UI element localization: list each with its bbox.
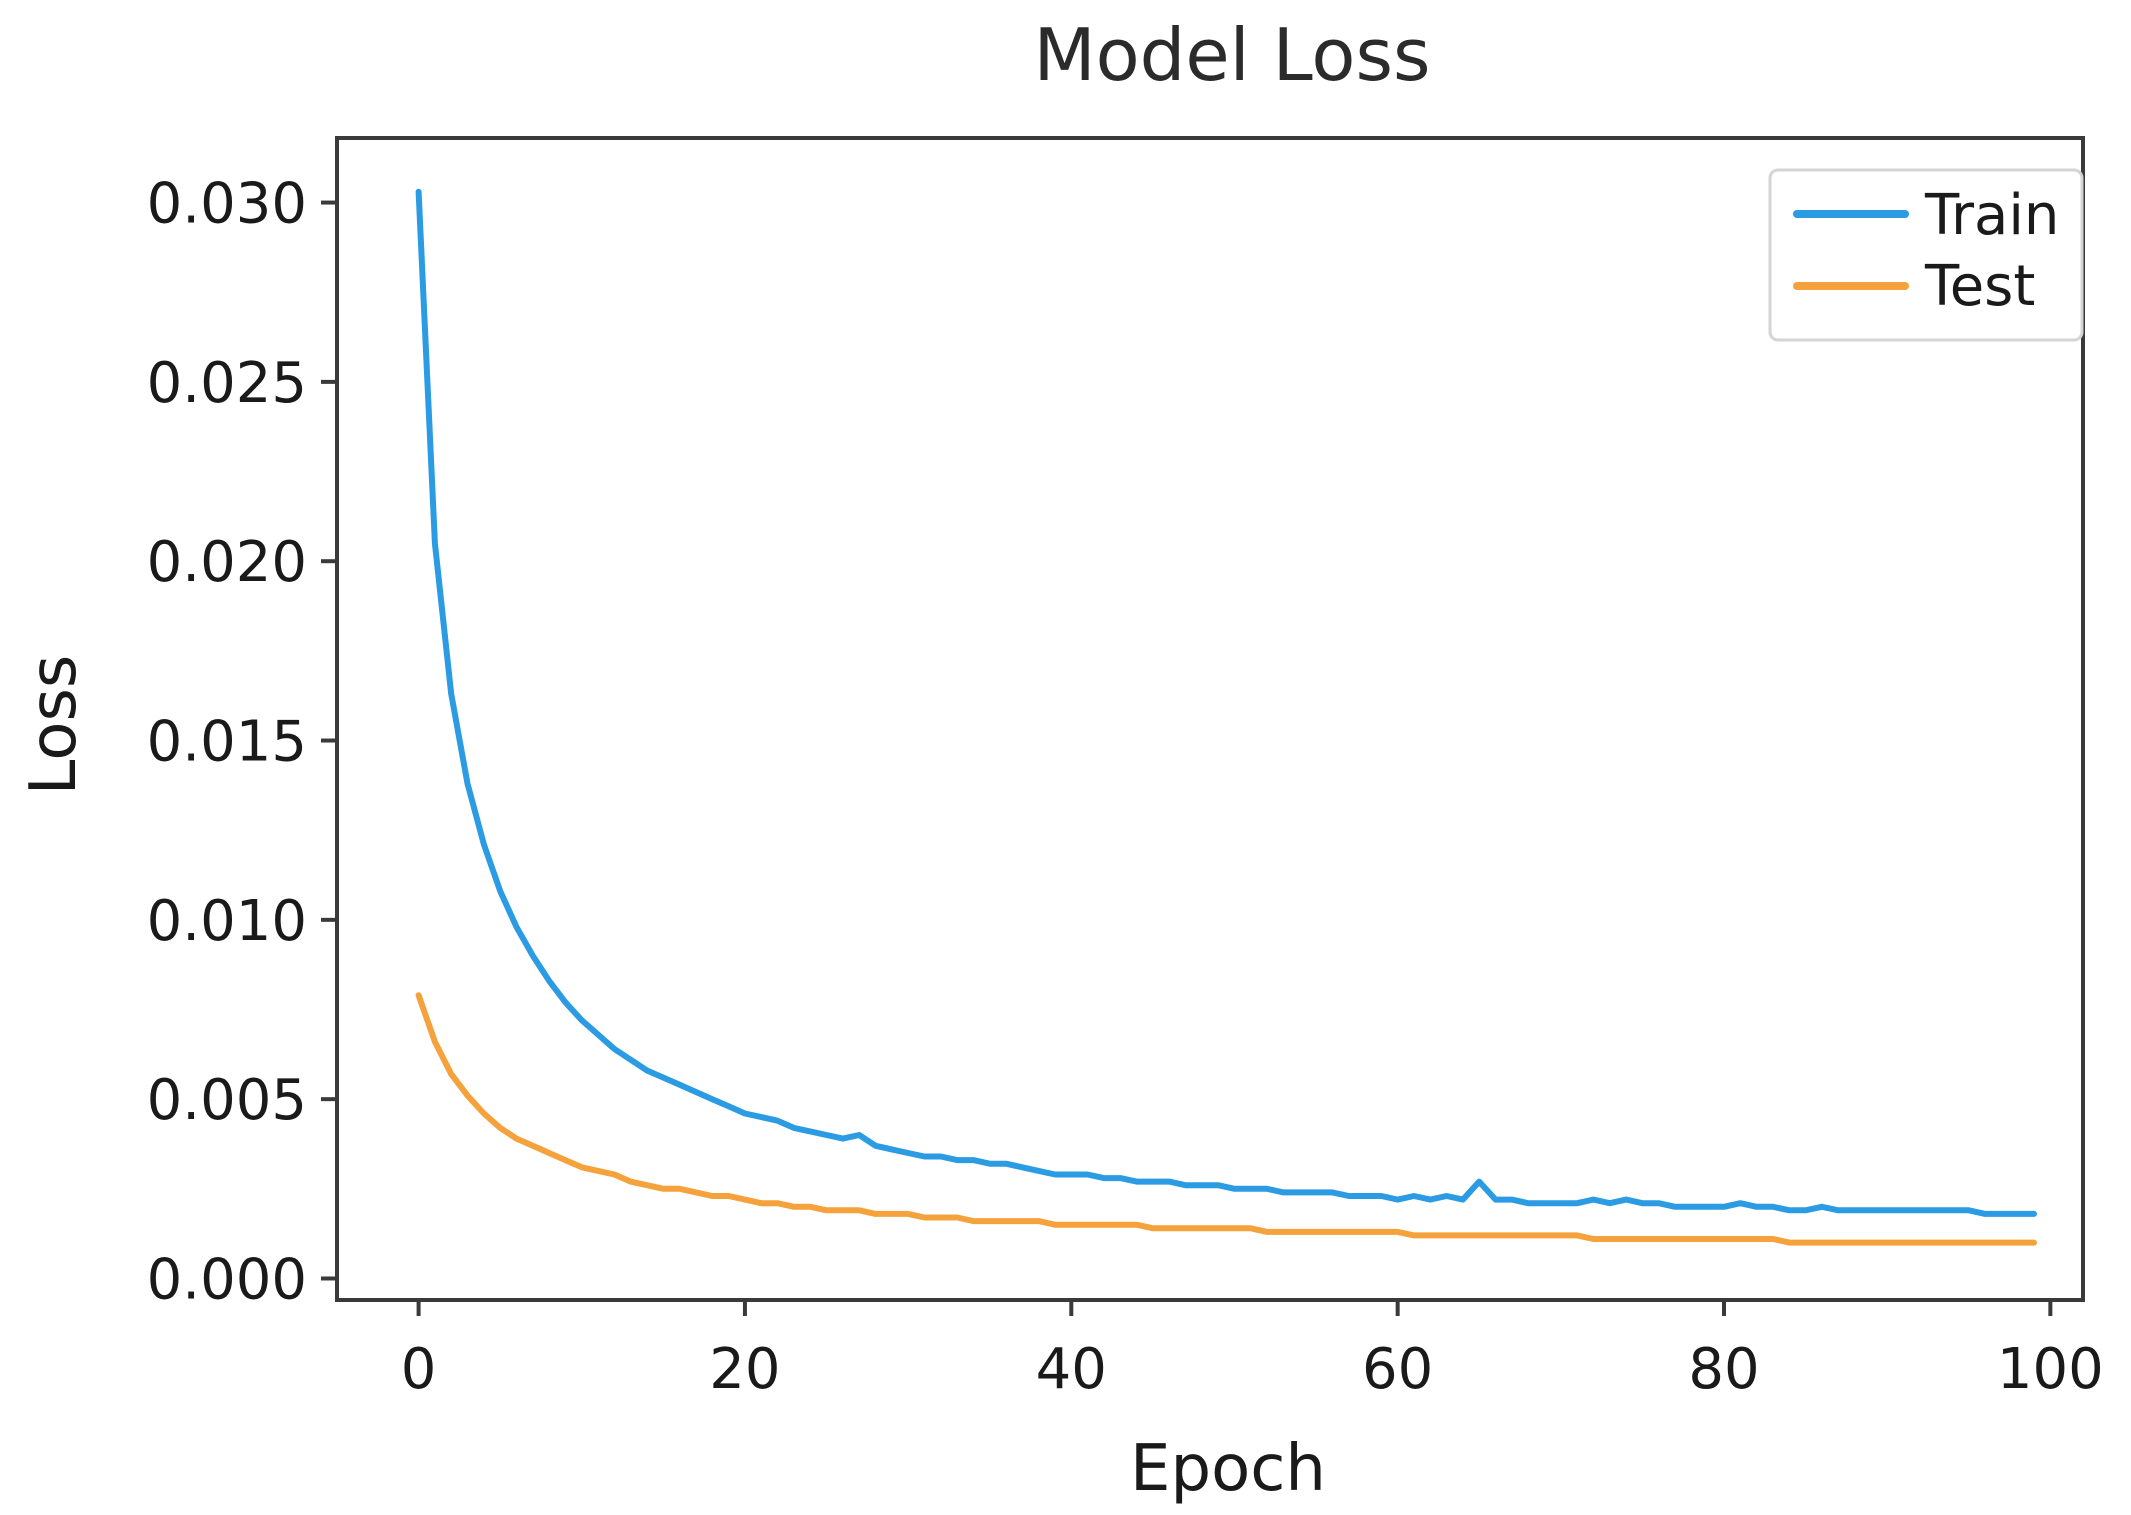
chart-title: Model Loss <box>1034 13 1431 97</box>
x-tick-label: 20 <box>709 1337 780 1402</box>
y-tick-label: 0.015 <box>147 710 307 775</box>
y-tick-label: 0.020 <box>147 530 307 595</box>
x-tick-label: 0 <box>401 1337 437 1402</box>
series-line-test <box>415 992 2037 1246</box>
x-tick-label: 80 <box>1688 1337 1759 1402</box>
x-axis-label: Epoch <box>1130 1432 1326 1506</box>
x-axis-ticks: 0 20 40 60 80 100 <box>401 1300 2104 1402</box>
y-tick-label: 0.030 <box>147 172 307 237</box>
y-tick-label: 0.010 <box>147 889 307 954</box>
y-tick-label: 0.000 <box>147 1247 307 1312</box>
y-tick-label: 0.005 <box>147 1068 307 1133</box>
y-tick-label: 0.025 <box>147 351 307 416</box>
series-lines <box>415 188 2037 1246</box>
series-line-train <box>415 188 2037 1217</box>
x-tick-label: 40 <box>1036 1337 1107 1402</box>
x-tick-label: 60 <box>1362 1337 1433 1402</box>
plot-area-frame <box>335 136 2085 1302</box>
y-axis-ticks: 0.000 0.005 0.010 0.015 0.020 0.025 0.030 <box>147 172 337 1312</box>
legend-train-label: Train <box>1924 183 2059 248</box>
y-axis-label: Loss <box>17 655 91 795</box>
x-tick-label: 100 <box>1997 1337 2104 1402</box>
legend: Train Test <box>1768 168 2084 342</box>
legend-test-label: Test <box>1924 254 2035 319</box>
